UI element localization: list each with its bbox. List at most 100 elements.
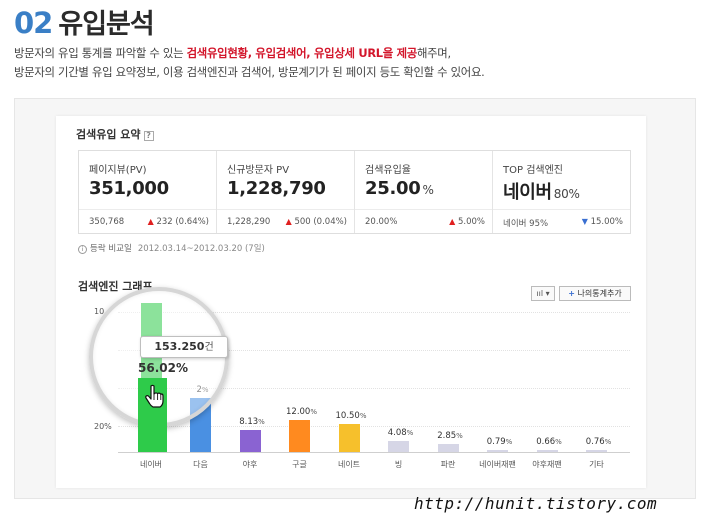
- bar-6[interactable]: [437, 444, 459, 452]
- stat-label: 신규방문자 PV: [227, 165, 290, 176]
- intro-line1-pre: 방문자의 유입 통계를 파악할 수 있는: [14, 46, 187, 60]
- category-label: 빙: [394, 460, 403, 469]
- arrow-up-icon: ▲: [449, 217, 456, 226]
- intro-text: 방문자의 유입 통계를 파악할 수 있는 검색유입현황, 유입검색어, 유입상세…: [14, 44, 485, 82]
- stat-change-text: 15.00%: [590, 217, 623, 227]
- bar-value-number: 0.79: [486, 436, 506, 447]
- bar-value-unit: %: [406, 429, 414, 438]
- stat-value-text: 1,228,790: [227, 178, 326, 199]
- x-axis-line: [118, 452, 630, 453]
- stat-change-text: 232 (0.64%): [156, 217, 209, 227]
- category-label: 네이트: [337, 460, 361, 469]
- bar-8[interactable]: [536, 450, 558, 452]
- section-number: 02: [14, 6, 53, 40]
- category-label: 네이버: [139, 460, 163, 469]
- bar-5[interactable]: [388, 441, 409, 452]
- bar-value-unit: %: [456, 432, 463, 441]
- bar-value-label: 8.13%: [239, 417, 265, 427]
- bar-tooltip: 153.250건: [140, 336, 228, 358]
- section-title: 유입분석: [58, 9, 154, 40]
- stat-unit: %: [422, 183, 434, 197]
- bar-value-number: 2.85: [437, 431, 457, 442]
- stat-change-text: 500 (0.04%): [294, 217, 347, 227]
- bar-value-unit: %: [359, 412, 367, 421]
- bar-value-unit: %: [555, 438, 562, 446]
- bar-7[interactable]: [487, 449, 508, 452]
- grid-line: [118, 312, 630, 313]
- summary-title: 검색유입 요약?: [76, 126, 154, 142]
- bar-value-label: 2.85%: [437, 431, 463, 441]
- compare-range: 2012.03.14~2012.03.20 (7일): [137, 244, 265, 254]
- stat-search-inflow: 검색유입율 25.00% 20.00% ▲ 5.00%: [355, 151, 493, 233]
- help-icon[interactable]: ?: [143, 131, 154, 141]
- plus-icon: +: [568, 289, 575, 298]
- stat-change: ▼ 15.00%: [582, 217, 623, 227]
- y-tick-label: 10: [94, 307, 105, 316]
- summary-title-text: 검색유입 요약: [76, 128, 141, 141]
- tooltip-unit: 건: [204, 342, 214, 353]
- bar-value-label: 0.76%: [586, 437, 612, 447]
- bar-value-number: 0.66: [536, 437, 556, 447]
- bar-value-label: 0.79%: [487, 437, 513, 447]
- stat-prev: 네이버 95%: [503, 219, 549, 229]
- bar-value-unit: %: [258, 418, 265, 427]
- stat-footer: 1,228,290 ▲ 500 (0.04%): [217, 209, 354, 234]
- bar-2[interactable]: [239, 430, 261, 452]
- intro-line2: 방문자의 기간별 유입 요약정보, 이용 검색엔진과 검색어, 방문계기가 된 …: [14, 65, 485, 79]
- bar-value-number: 12.00: [286, 407, 311, 418]
- y-tick-label: 20%: [94, 422, 112, 431]
- stat-label: 페이지뷰(PV): [89, 165, 147, 176]
- bar-value-number: 8.13: [239, 417, 259, 428]
- bar-value-label: 0.66%: [536, 437, 562, 447]
- chart-type-dropdown[interactable]: ııl ▾: [531, 286, 555, 301]
- stat-value: 351,000: [89, 178, 171, 199]
- hand-pointer-icon: [145, 384, 164, 408]
- arrow-up-icon: ▲: [285, 217, 292, 226]
- tooltip-value: 153.250: [154, 340, 205, 353]
- add-my-stats-button[interactable]: + 나의통계추가: [559, 286, 631, 301]
- intro-line1-post: 해주며,: [416, 46, 451, 60]
- info-icon: i: [78, 245, 87, 254]
- category-label: 야후: [242, 460, 258, 469]
- category-label: 야후재팬: [532, 460, 562, 469]
- bar-value-label: 4.08%: [388, 428, 414, 438]
- watermark: http://hunit.tistory.com: [414, 494, 658, 513]
- compare-period: i 등락 비교일 2012.03.14~2012.03.20 (7일): [78, 242, 265, 254]
- stat-label: 검색유입율: [365, 165, 411, 176]
- bar-9[interactable]: [586, 449, 607, 452]
- stat-prev: 20.00%: [365, 217, 398, 227]
- graph-title: 검색엔진 그래프: [78, 280, 153, 293]
- bar-value-number: 0.76: [585, 436, 605, 447]
- page-header: 02 유입분석: [14, 2, 155, 42]
- stat-change: ▲ 500 (0.04%): [286, 217, 347, 227]
- bar-value-unit: %: [310, 408, 317, 417]
- stat-value: 1,228,790: [227, 178, 328, 199]
- stat-footer: 350,768 ▲ 232 (0.64%): [79, 209, 216, 234]
- category-label: 파란: [440, 460, 456, 469]
- bar-value-unit: %: [604, 437, 612, 446]
- grid-line: [118, 426, 630, 427]
- stat-pageview: 페이지뷰(PV) 351,000 350,768 ▲ 232 (0.64%): [79, 151, 217, 233]
- grid-line: [118, 388, 630, 389]
- bar-value-number: 4.08: [387, 428, 407, 439]
- category-label: 구글: [292, 460, 307, 469]
- stat-value-text: 네이버: [503, 182, 552, 203]
- stat-unit: 80%: [553, 187, 580, 201]
- grid-line: [118, 350, 630, 351]
- stat-value-text: 25.00: [365, 178, 421, 199]
- bar-value-label: 10.50%: [336, 411, 367, 421]
- stat-change-text: 5.00%: [457, 217, 485, 227]
- stat-label: TOP 검색엔진: [503, 165, 563, 176]
- bar-value-unit: %: [505, 437, 513, 446]
- bar-4[interactable]: [338, 424, 360, 452]
- arrow-up-icon: ▲: [147, 217, 154, 226]
- stat-value: 25.00%: [365, 178, 434, 199]
- summary-stats: 페이지뷰(PV) 351,000 350,768 ▲ 232 (0.64%) 신…: [78, 150, 631, 234]
- bar-3[interactable]: [289, 420, 310, 452]
- stat-prev: 350,768: [89, 217, 125, 227]
- category-label: 기타: [589, 460, 604, 469]
- stat-footer: 네이버 95% ▼ 15.00%: [493, 209, 630, 234]
- stat-change: ▲ 5.00%: [449, 217, 485, 227]
- stat-change: ▲ 232 (0.64%): [148, 217, 209, 227]
- add-my-stats-label: 나의통계추가: [577, 289, 622, 298]
